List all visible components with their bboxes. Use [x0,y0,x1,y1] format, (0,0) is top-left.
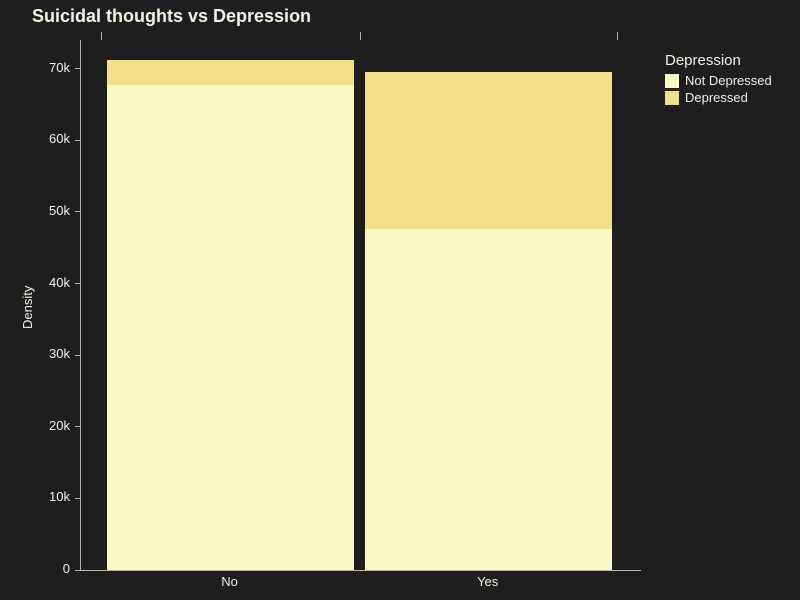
legend-swatch [665,74,679,88]
legend-title: Depression [665,52,772,69]
y-tick [75,498,81,499]
y-tick-label: 40k [30,275,70,290]
chart-title: Suicidal thoughts vs Depression [32,6,311,27]
y-tick [75,140,81,141]
y-tick-label: 0 [30,561,70,576]
y-tick [75,355,81,356]
y-tick-label: 30k [30,346,70,361]
bar-segment [107,85,353,570]
y-tick [75,570,81,571]
y-tick [75,68,81,69]
y-tick-label: 50k [30,203,70,218]
y-tick [75,211,81,212]
y-tick-label: 10k [30,489,70,504]
bar-segment [107,60,353,85]
legend-item: Depressed [665,90,772,105]
y-tick-label: 20k [30,418,70,433]
x-tick-label: Yes [477,574,498,589]
legend-swatch [665,91,679,105]
bar-segment [365,229,611,570]
plot-area [80,40,641,571]
legend-label: Depressed [685,90,748,105]
bar-segment [365,72,611,230]
top-minor-tick [360,32,361,40]
y-tick-label: 60k [30,131,70,146]
y-tick-label: 70k [30,60,70,75]
top-minor-tick [617,32,618,40]
top-minor-tick [101,32,102,40]
y-axis-label: Density [20,286,35,329]
legend-label: Not Depressed [685,73,772,88]
legend: Depression Not Depressed Depressed [665,52,772,105]
x-tick-label: No [221,574,238,589]
legend-item: Not Depressed [665,73,772,88]
y-tick [75,426,81,427]
y-tick [75,283,81,284]
